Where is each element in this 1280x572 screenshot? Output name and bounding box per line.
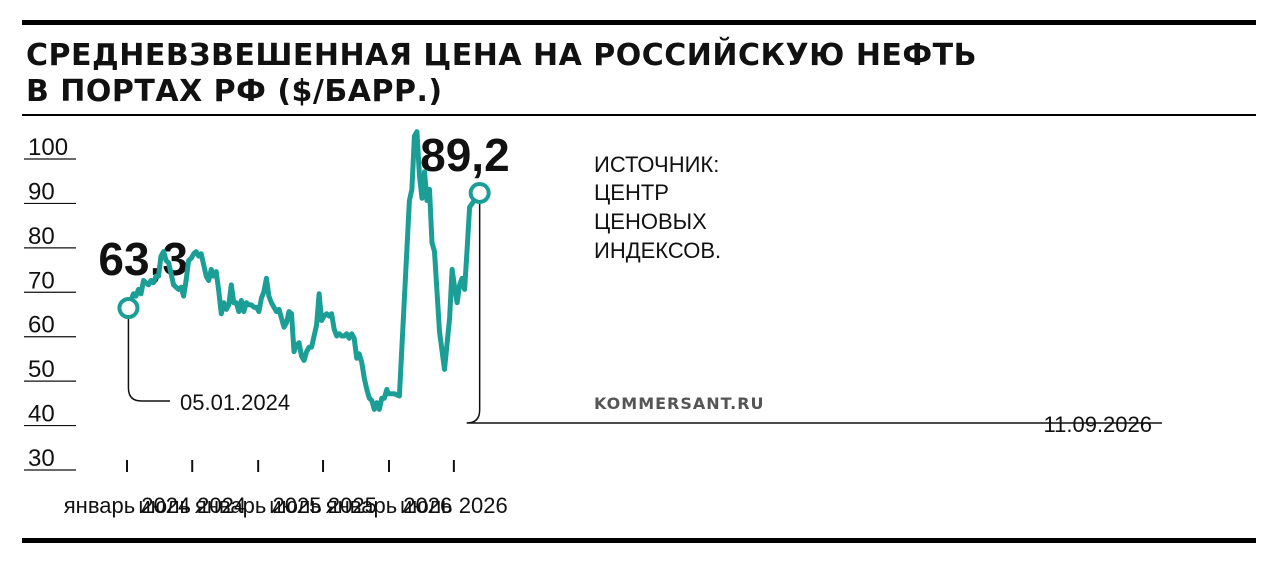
chart-title-line1: СРЕДНЕВЗВЕШЕННАЯ ЦЕНА НА РОССИЙСКУЮ НЕФТ… bbox=[26, 38, 977, 73]
y-tick-label: 50 bbox=[28, 356, 55, 383]
chart-title: СРЕДНЕВЗВЕШЕННАЯ ЦЕНА НА РОССИЙСКУЮ НЕФТ… bbox=[26, 38, 977, 110]
end-value-label: 89,2 bbox=[420, 129, 510, 181]
bottom-rule bbox=[22, 538, 1256, 543]
source-line-3: ЦЕНОВЫХ bbox=[594, 209, 707, 234]
source-line-1: ИСТОЧНИК: bbox=[594, 152, 719, 177]
y-tick-label: 60 bbox=[28, 312, 55, 339]
y-axis: 100 90 80 70 60 50 40 30 bbox=[24, 134, 76, 472]
start-leader-line bbox=[127, 318, 170, 402]
start-date-label: 05.01.2024 bbox=[180, 390, 290, 415]
source-line-2: ЦЕНТР bbox=[594, 180, 669, 205]
brand-watermark: KOMMERSANT.RU bbox=[594, 394, 765, 413]
end-point-marker bbox=[468, 181, 491, 204]
end-leader-line bbox=[466, 202, 1162, 424]
x-tick-label: июль 2024 bbox=[138, 493, 246, 518]
annotations: 63,3 05.01.2024 89,2 11.09.2026 bbox=[98, 129, 1162, 437]
y-tick-label: 100 bbox=[28, 134, 68, 161]
source-line-4: ИНДЕКСОВ. bbox=[594, 238, 721, 263]
title-rule bbox=[22, 114, 1256, 116]
x-tick-label: январь 2026 bbox=[326, 493, 453, 518]
source-note: ИСТОЧНИК: ЦЕНТР ЦЕНОВЫХ ИНДЕКСОВ. bbox=[594, 152, 721, 263]
x-tick-label: январь 2024 bbox=[64, 493, 191, 518]
y-tick-label: 80 bbox=[28, 223, 55, 250]
end-date-label: 11.09.2026 bbox=[1044, 412, 1152, 437]
y-tick-label: 70 bbox=[28, 267, 55, 294]
y-tick-label: 40 bbox=[28, 401, 55, 428]
start-point-marker bbox=[117, 297, 140, 320]
top-rule bbox=[22, 20, 1256, 25]
start-value-label: 63,3 bbox=[98, 233, 188, 285]
y-tick-label: 30 bbox=[28, 445, 55, 472]
x-tick-label: июль 2025 bbox=[269, 493, 377, 518]
x-tick-label: январь 2025 bbox=[195, 493, 322, 518]
x-tick-label: июль 2026 bbox=[400, 493, 508, 518]
price-line bbox=[125, 129, 483, 412]
y-tick-label: 90 bbox=[28, 178, 55, 205]
chart-title-line2: В ПОРТАХ РФ ($/БАРР.) bbox=[26, 74, 443, 109]
